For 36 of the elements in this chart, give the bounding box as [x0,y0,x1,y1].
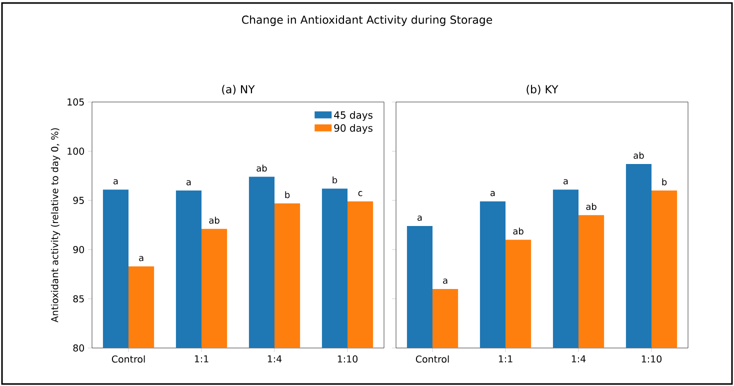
annotation: b [662,178,667,186]
y-tick-label: 100 [68,148,84,155]
x-tick-label: 1:10 [338,355,358,363]
legend-label: 45 days [334,111,372,121]
y-axis-title: Antioxidant activity (relative to day 0, %) [50,128,60,322]
annotation: ab [634,152,644,159]
annotation: a [443,278,448,284]
x-tick-label: 1:1 [194,355,208,362]
annotation: a [139,256,144,262]
x-tick-label: 1:1 [498,355,512,362]
annotation: ab [256,164,267,172]
x-tick-label: Control [416,355,449,363]
chart-subtitle: (b) KY [526,84,558,95]
y-tick-label: 90 [73,246,84,254]
legend-label: 90 days [334,124,372,134]
annotation: a [114,179,118,184]
annotation: b [285,191,290,198]
annotation: ab [513,228,524,235]
annotation: b [332,176,338,184]
x-tick-label: 1:10 [642,355,662,363]
annotation: ab [586,203,596,210]
annotation: ab [209,216,220,224]
annotation: a [490,191,495,196]
annotation: a [418,216,422,221]
annotation: a [564,179,568,184]
annotation: a [186,180,191,186]
y-tick-label: 85 [73,295,84,302]
annotation: c [358,191,362,196]
x-tick-label: 1:4 [572,355,586,362]
chart-subtitle: (a) NY [222,84,255,95]
y-tick-label: 80 [73,344,84,352]
x-tick-label: 1:4 [268,355,282,362]
chart-title: Change in Antioxidant Activity during Storage [242,15,492,26]
y-tick-label: 105 [68,98,84,106]
x-tick-label: Control [112,355,145,363]
y-tick-label: 95 [73,196,84,204]
